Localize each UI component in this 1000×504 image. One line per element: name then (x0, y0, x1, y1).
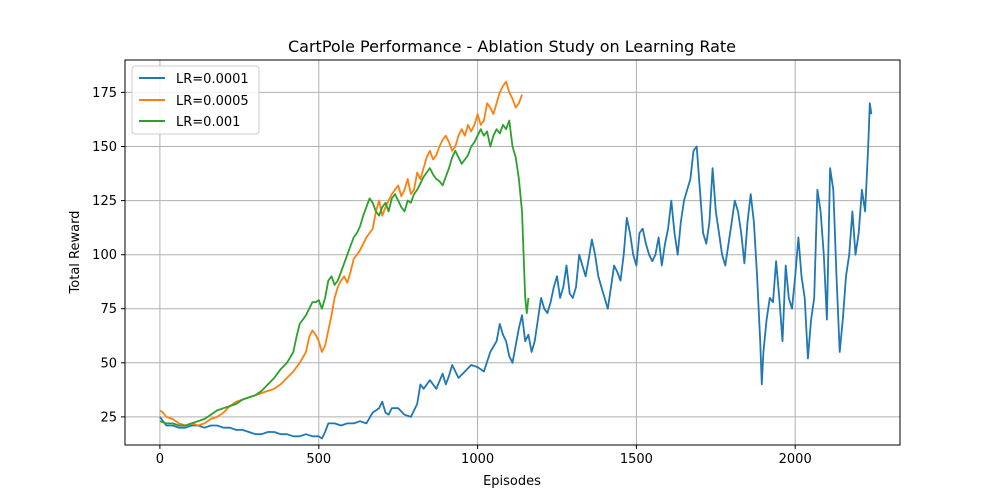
y-tick-label: 150 (92, 140, 117, 155)
y-tick-label: 75 (100, 302, 117, 317)
legend-label-lr-0-0001: LR=0.0001 (176, 72, 249, 87)
x-tick-label: 500 (306, 452, 331, 467)
y-tick-label: 25 (100, 410, 117, 425)
legend-label-lr-0-001: LR=0.001 (176, 115, 240, 130)
legend: LR=0.0001 LR=0.0005 LR=0.001 (131, 65, 260, 135)
series-line-lr-0-001 (159, 119, 530, 427)
x-axis-label: Episodes (483, 474, 541, 489)
series-line-lr-0-0001 (159, 102, 873, 440)
x-tick-label: 2000 (779, 452, 812, 467)
axis-ticks: 0 500 1000 1500 2000 25 50 75 100 125 150 175 (92, 86, 812, 467)
y-axis-label: Total Reward (68, 211, 83, 295)
legend-label-lr-0-0005: LR=0.0005 (176, 94, 249, 109)
x-tick-label: 1000 (461, 452, 494, 467)
x-tick-label: 0 (156, 452, 164, 467)
y-tick-label: 50 (100, 356, 117, 371)
x-tick-label: 1500 (620, 452, 653, 467)
y-tick-label: 125 (92, 194, 117, 209)
chart-title: CartPole Performance - Ablation Study on… (288, 37, 736, 56)
legend-box (131, 65, 260, 135)
series-lines (159, 80, 873, 440)
plot-area-frame (124, 59, 901, 446)
y-tick-label: 175 (92, 86, 117, 101)
y-tick-label: 100 (92, 248, 117, 263)
